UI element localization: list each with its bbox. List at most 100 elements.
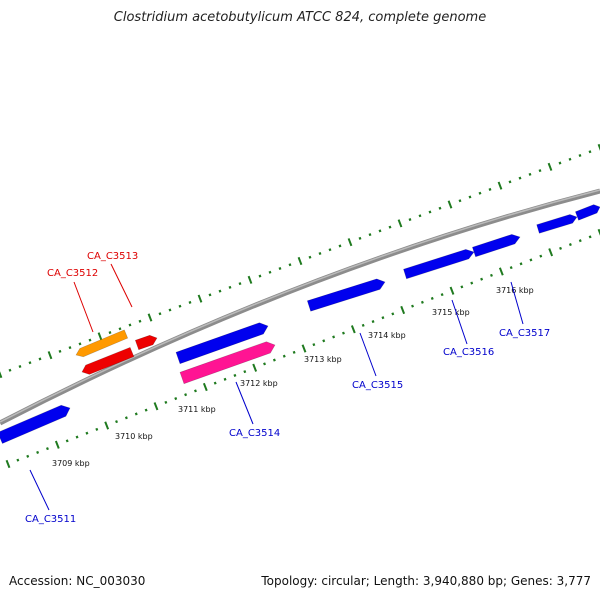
upper-tick-track (0, 143, 600, 379)
upper-track-minor-tick (108, 331, 112, 335)
lower-track-minor-tick (272, 358, 276, 362)
lower-track-minor-tick (263, 362, 266, 366)
upper-track-minor-tick (428, 210, 432, 214)
upper-track-minor-tick (388, 225, 392, 229)
upper-track-minor-tick (588, 150, 592, 154)
lower-track-major-tick (498, 267, 504, 276)
leader-line-ca-c3517 (510, 281, 524, 325)
lower-track-minor-tick (470, 281, 474, 285)
upper-track-minor-tick (438, 206, 442, 210)
gene-label-ca-c3513[interactable]: CA_C3513 (87, 251, 138, 262)
lower-track-minor-tick (509, 266, 513, 270)
upper-track-minor-tick (128, 323, 132, 327)
leader-line-ca-c3514 (235, 381, 254, 425)
gene-arrow-blue-edge[interactable] (575, 204, 600, 221)
upper-track-minor-tick (58, 349, 62, 353)
gene-arrow-blue-3716[interactable] (472, 234, 521, 258)
upper-track-minor-tick (308, 255, 312, 259)
lower-track-minor-tick (312, 343, 316, 347)
upper-track-minor-tick (508, 180, 512, 184)
upper-track-major-tick (247, 275, 253, 284)
gene-label-ca-c3515[interactable]: CA_C3515 (352, 380, 403, 391)
lower-track-minor-tick (95, 427, 99, 431)
lower-track-minor-tick (194, 389, 197, 393)
leader-line-ca-c3516 (451, 299, 468, 345)
upper-track-major-tick (0, 371, 3, 379)
upper-track-minor-tick (358, 236, 362, 240)
scale-label: 3712 kbp (240, 379, 278, 388)
upper-track-minor-tick (338, 244, 342, 248)
lower-track-minor-tick (46, 447, 49, 451)
upper-track-minor-tick (258, 274, 262, 278)
lower-track-major-tick (252, 363, 258, 372)
upper-track-major-tick (597, 143, 600, 151)
gene-arrow-blue-3713[interactable] (175, 322, 269, 365)
upper-track-major-tick (297, 256, 303, 266)
lower-track-minor-tick (164, 400, 168, 404)
gene-label-ca-c3516[interactable]: CA_C3516 (443, 347, 494, 358)
gene-arrow-red-small[interactable] (134, 334, 158, 351)
upper-track-major-tick (547, 162, 553, 171)
gene-arrow-ca-c3517[interactable] (536, 214, 578, 234)
genome-backbone-highlight (0, 189, 600, 423)
leader-line-ca-c3512 (73, 281, 94, 333)
lower-track-major-tick (104, 421, 110, 430)
lower-track-minor-tick (460, 285, 464, 289)
lower-track-minor-tick (588, 235, 592, 239)
scale-label: 3709 kbp (52, 459, 90, 468)
gene-label-ca-c3512[interactable]: CA_C3512 (47, 268, 98, 279)
gene-label-ca-c3514[interactable]: CA_C3514 (229, 428, 280, 439)
genome-backbone (0, 188, 600, 426)
upper-track-minor-tick (278, 267, 282, 271)
lower-track-minor-tick (342, 331, 345, 335)
lower-track-minor-tick (26, 454, 30, 458)
lower-track-major-tick (400, 305, 406, 315)
lower-track-minor-tick (490, 273, 493, 277)
gene-arrow-ca-c3512[interactable] (75, 329, 129, 358)
upper-track-minor-tick (558, 161, 562, 165)
scale-label: 3710 kbp (115, 432, 153, 441)
lower-track-minor-tick (391, 312, 395, 316)
lower-track-minor-tick (184, 393, 188, 397)
gene-label-ca-c3517[interactable]: CA_C3517 (499, 328, 550, 339)
upper-track-minor-tick (418, 214, 422, 218)
lower-track-minor-tick (65, 439, 69, 443)
upper-track-minor-tick (118, 327, 122, 331)
upper-track-minor-tick (208, 293, 212, 297)
gene-arrow-ca-c3511[interactable] (0, 404, 71, 444)
lower-track-major-tick (202, 382, 208, 392)
upper-track-minor-tick (138, 319, 142, 323)
gene-arrow-ca-c3516[interactable] (403, 249, 475, 280)
lower-track-major-tick (548, 248, 554, 257)
upper-track-minor-tick (88, 338, 92, 342)
gene-arrow-ca-c3515[interactable] (306, 278, 386, 312)
lower-track-minor-tick (174, 397, 178, 401)
upper-track-minor-tick (368, 233, 372, 237)
leader-line-ca-c3511 (29, 469, 50, 511)
upper-track-minor-tick (8, 368, 12, 372)
lower-track-minor-tick (529, 258, 533, 262)
lower-track-minor-tick (292, 350, 296, 354)
upper-track-minor-tick (268, 270, 272, 274)
scale-label: 3716 kbp (496, 286, 534, 295)
upper-track-minor-tick (78, 342, 82, 346)
upper-track-major-tick (447, 200, 453, 209)
upper-track-minor-tick (528, 172, 532, 176)
gene-label-ca-c3511[interactable]: CA_C3511 (25, 514, 76, 525)
upper-track-minor-tick (218, 289, 222, 293)
gene-arrow-ca-c3513[interactable] (81, 347, 135, 375)
lower-track-minor-tick (430, 296, 434, 300)
gene-arrow-ca-c3514[interactable] (179, 341, 276, 385)
upper-track-major-tick (197, 294, 203, 303)
lower-track-minor-tick (75, 435, 79, 439)
scale-label: 3715 kbp (432, 308, 470, 317)
lower-track-minor-tick (115, 420, 118, 424)
lower-track-minor-tick (578, 239, 582, 243)
lower-track-minor-tick (144, 408, 148, 412)
upper-track-major-tick (47, 351, 53, 360)
upper-track-minor-tick (328, 248, 332, 252)
scale-label: 3713 kbp (304, 355, 342, 364)
lower-track-major-tick (153, 402, 159, 411)
lower-track-minor-tick (420, 300, 424, 304)
